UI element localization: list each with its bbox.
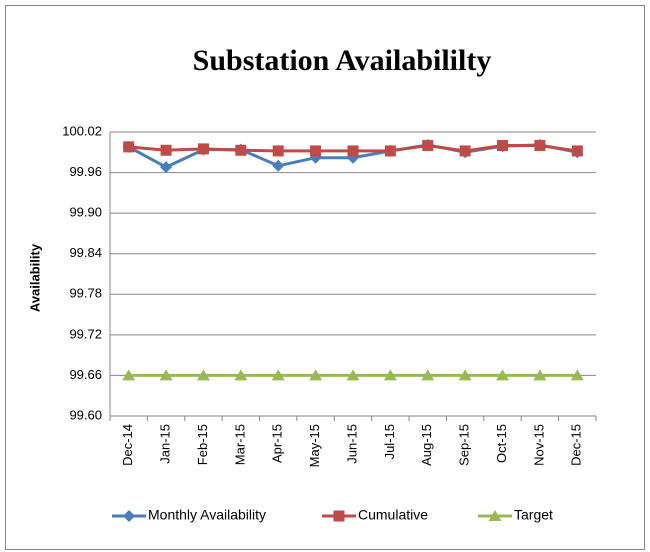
marker	[310, 145, 322, 157]
marker	[309, 369, 323, 381]
y-tick-label: 99.84	[69, 245, 102, 260]
x-tick-label: Jul-15	[382, 424, 397, 459]
marker	[534, 140, 546, 152]
x-tick-label: Jan-15	[158, 424, 173, 464]
x-tick-label: Apr-15	[270, 424, 285, 463]
y-axis-label: Availability	[27, 243, 42, 312]
x-tick-label: Mar-15	[232, 424, 247, 465]
chart-title: Substation Availabililty	[193, 44, 492, 77]
y-tick-label: 99.90	[69, 205, 102, 220]
y-tick-label: 99.66	[69, 367, 102, 382]
x-tick-label: Feb-15	[195, 424, 210, 465]
x-tick-label: Dec-14	[120, 424, 135, 466]
marker	[123, 141, 135, 153]
marker	[123, 510, 135, 522]
marker	[496, 369, 510, 381]
x-tick-label: Dec-15	[569, 424, 584, 466]
marker	[571, 145, 583, 157]
marker	[333, 510, 345, 522]
y-tick-label: 99.60	[69, 407, 102, 422]
marker	[533, 369, 547, 381]
x-tick-label: Oct-15	[494, 424, 509, 463]
marker	[272, 159, 285, 172]
x-tick-label: Sep-15	[457, 424, 472, 466]
marker	[271, 369, 285, 381]
marker	[347, 145, 359, 157]
x-tick-label: May-15	[307, 424, 322, 467]
legend-label: Monthly Availability	[148, 507, 266, 523]
marker	[383, 369, 397, 381]
y-tick-label: 100.02	[62, 123, 102, 138]
marker	[570, 369, 584, 381]
y-tick-label: 99.78	[69, 286, 102, 301]
legend-label: Target	[514, 507, 553, 523]
marker	[458, 369, 472, 381]
x-tick-label: Aug-15	[419, 424, 434, 466]
marker	[122, 369, 136, 381]
marker	[272, 145, 284, 157]
y-tick-label: 99.96	[69, 164, 102, 179]
marker	[234, 369, 248, 381]
marker	[159, 369, 173, 381]
marker	[459, 145, 471, 157]
marker	[235, 144, 247, 156]
marker	[488, 510, 502, 521]
marker	[384, 145, 396, 157]
x-tick-label: Nov-15	[531, 424, 546, 466]
y-tick-label: 99.72	[69, 326, 102, 341]
legend-label: Cumulative	[358, 507, 428, 523]
marker	[197, 143, 209, 155]
chart-frame	[5, 5, 645, 550]
marker	[160, 161, 173, 174]
marker	[346, 369, 360, 381]
marker	[196, 369, 210, 381]
marker	[422, 140, 434, 152]
marker	[160, 144, 172, 156]
marker	[421, 369, 435, 381]
x-tick-label: Jun-15	[344, 424, 359, 464]
marker	[497, 140, 509, 152]
